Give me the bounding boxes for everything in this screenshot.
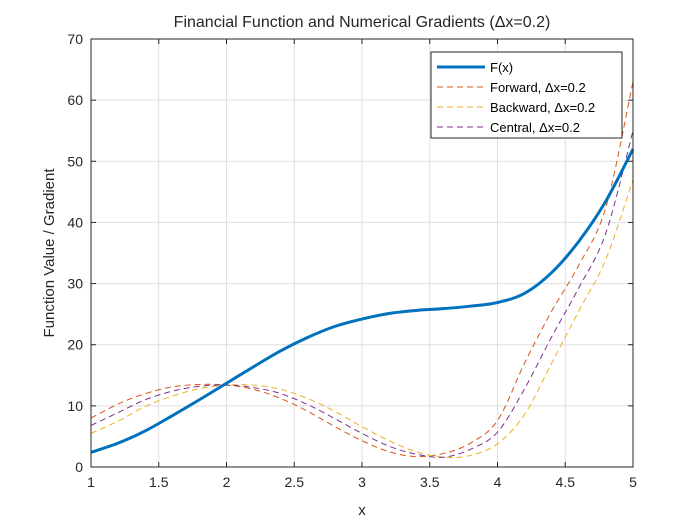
legend-label: Central, Δx=0.2 xyxy=(490,120,580,135)
x-axis-label: x xyxy=(358,502,366,519)
legend: F(x) Forward, Δx=0.2 Backward, Δx=0.2 Centr… xyxy=(430,51,623,139)
y-tick-label: 20 xyxy=(67,337,83,353)
y-tick-label: 60 xyxy=(67,92,83,108)
y-axis-label: Function Value / Gradient xyxy=(41,168,58,338)
x-tick-label: 3 xyxy=(358,474,366,490)
y-tick-label: 70 xyxy=(67,31,83,47)
y-tick-label: 40 xyxy=(67,214,83,230)
x-tick-label: 4 xyxy=(494,474,502,490)
series-line-central-x-0-2 xyxy=(90,130,634,458)
legend-label: Backward, Δx=0.2 xyxy=(490,100,595,115)
x-tick-label: 2.5 xyxy=(285,474,305,490)
x-tick-label: 1.5 xyxy=(149,474,169,490)
ticks xyxy=(90,38,634,468)
legend-label: Forward, Δx=0.2 xyxy=(490,80,586,95)
series-line-f-x xyxy=(90,148,635,454)
y-tick-label: 50 xyxy=(67,153,83,169)
x-tick-label: 1 xyxy=(87,474,95,490)
y-tick-label: 0 xyxy=(75,459,83,475)
y-tick-label: 10 xyxy=(67,398,83,414)
x-tick-label: 3.5 xyxy=(420,474,440,490)
y-tick-label: 30 xyxy=(67,276,83,292)
chart-title: Financial Function and Numerical Gradien… xyxy=(174,14,551,31)
series-lines xyxy=(90,81,635,459)
y-tick-labels: 0 10 20 30 40 50 60 70 xyxy=(67,31,83,475)
legend-label: F(x) xyxy=(490,60,513,75)
x-tick-label: 4.5 xyxy=(556,474,576,490)
x-tick-labels: 1 1.5 2 2.5 3 3.5 4 4.5 5 xyxy=(87,474,637,490)
x-tick-label: 5 xyxy=(629,474,637,490)
series-line-forward-x-0-2 xyxy=(90,81,634,458)
x-tick-label: 2 xyxy=(223,474,231,490)
